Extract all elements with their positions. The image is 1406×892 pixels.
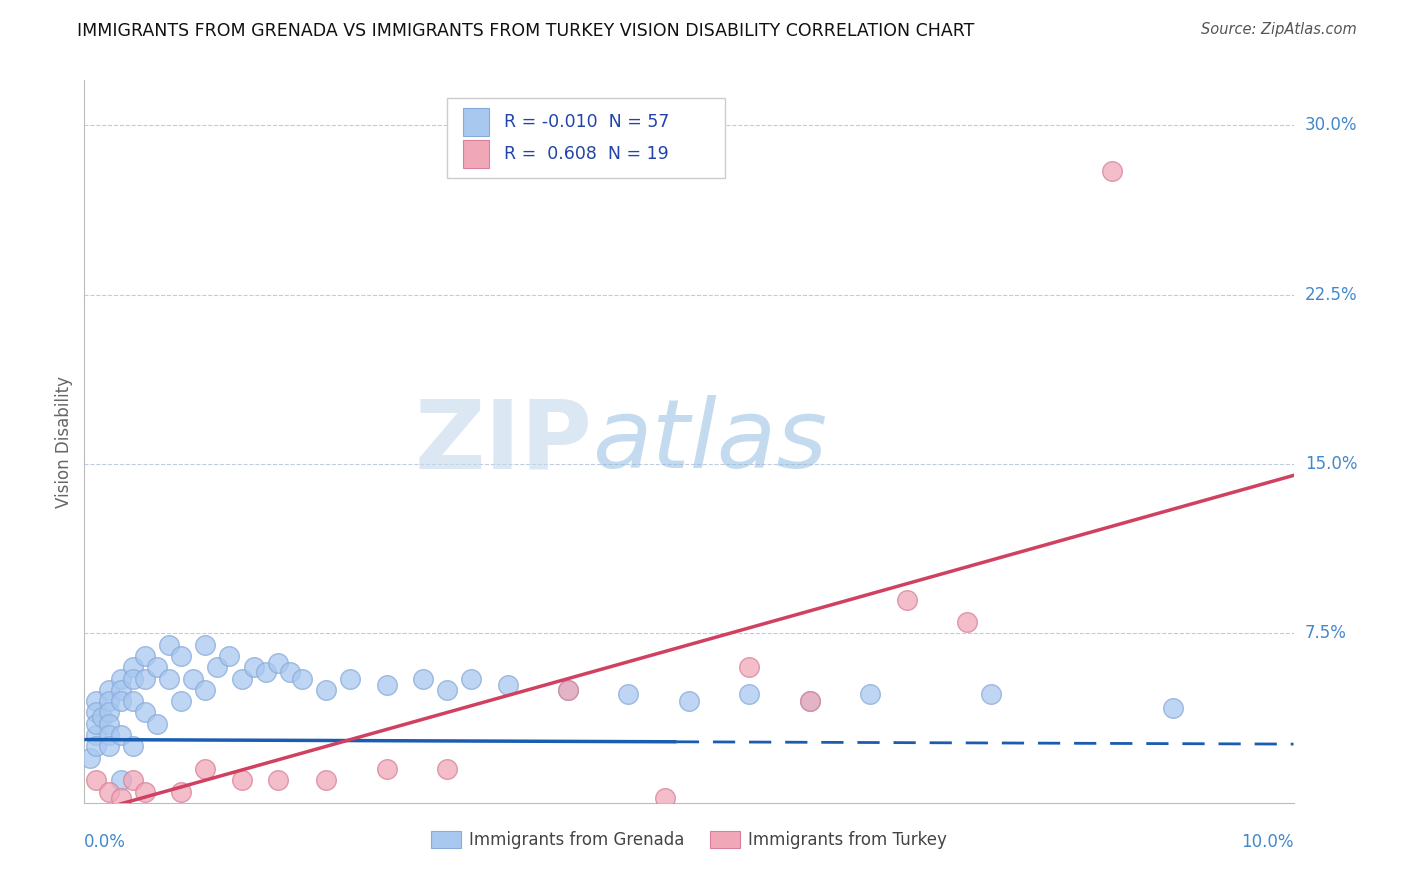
Point — [170, 784, 193, 798]
Point — [110, 682, 132, 697]
Point — [86, 728, 108, 742]
Point — [110, 791, 132, 805]
Point — [436, 682, 458, 697]
Point — [146, 660, 169, 674]
Point — [134, 648, 156, 663]
Point — [157, 672, 180, 686]
Point — [496, 678, 519, 692]
Point — [980, 687, 1002, 701]
Point — [86, 694, 108, 708]
Point — [86, 716, 108, 731]
Point — [799, 694, 821, 708]
Point — [121, 694, 143, 708]
Point — [207, 660, 229, 674]
Point — [146, 716, 169, 731]
Y-axis label: Vision Disability: Vision Disability — [55, 376, 73, 508]
FancyBboxPatch shape — [463, 140, 489, 168]
Point — [654, 791, 676, 805]
Point — [557, 682, 579, 697]
Text: ZIP: ZIP — [415, 395, 592, 488]
Point — [86, 706, 108, 720]
Point — [896, 592, 918, 607]
Point — [97, 728, 120, 742]
Text: 10.0%: 10.0% — [1241, 833, 1294, 851]
Point — [86, 773, 108, 788]
Point — [1101, 163, 1123, 178]
Text: R = -0.010  N = 57: R = -0.010 N = 57 — [503, 113, 669, 131]
Text: IMMIGRANTS FROM GRENADA VS IMMIGRANTS FROM TURKEY VISION DISABILITY CORRELATION : IMMIGRANTS FROM GRENADA VS IMMIGRANTS FR… — [77, 22, 974, 40]
Point — [134, 672, 156, 686]
Point — [375, 762, 398, 776]
Point — [97, 694, 120, 708]
Point — [738, 687, 761, 701]
Legend: Immigrants from Grenada, Immigrants from Turkey: Immigrants from Grenada, Immigrants from… — [425, 824, 953, 856]
Point — [157, 638, 180, 652]
Point — [194, 638, 217, 652]
Point — [97, 706, 120, 720]
Point — [121, 672, 143, 686]
Point — [738, 660, 761, 674]
Point — [194, 682, 217, 697]
Point — [170, 694, 193, 708]
Point — [121, 660, 143, 674]
Point — [1161, 701, 1184, 715]
Point — [110, 728, 132, 742]
Point — [121, 739, 143, 754]
Point — [678, 694, 700, 708]
Point — [436, 762, 458, 776]
Point — [460, 672, 482, 686]
Point — [97, 716, 120, 731]
Text: 7.5%: 7.5% — [1305, 624, 1347, 642]
Point — [97, 784, 120, 798]
Point — [278, 665, 301, 679]
Point — [375, 678, 398, 692]
Point — [231, 672, 253, 686]
Point — [110, 672, 132, 686]
FancyBboxPatch shape — [463, 109, 489, 136]
Point — [181, 672, 204, 686]
Point — [97, 739, 120, 754]
Point — [194, 762, 217, 776]
Point — [267, 656, 290, 670]
Point — [121, 773, 143, 788]
Point — [291, 672, 314, 686]
Point — [91, 710, 114, 724]
Point — [134, 706, 156, 720]
Point — [218, 648, 240, 663]
Point — [110, 773, 132, 788]
Point — [557, 682, 579, 697]
Point — [231, 773, 253, 788]
Point — [97, 682, 120, 697]
Point — [134, 784, 156, 798]
Point — [79, 750, 101, 764]
Point — [267, 773, 290, 788]
Point — [315, 682, 337, 697]
Point — [412, 672, 434, 686]
FancyBboxPatch shape — [447, 98, 725, 178]
Text: 0.0%: 0.0% — [84, 833, 127, 851]
Text: 30.0%: 30.0% — [1305, 117, 1357, 135]
Text: 22.5%: 22.5% — [1305, 285, 1357, 304]
Point — [617, 687, 640, 701]
Text: R =  0.608  N = 19: R = 0.608 N = 19 — [503, 145, 669, 163]
Point — [339, 672, 361, 686]
Point — [86, 739, 108, 754]
Point — [859, 687, 882, 701]
Point — [956, 615, 979, 630]
Point — [254, 665, 277, 679]
Text: 15.0%: 15.0% — [1305, 455, 1357, 473]
Point — [170, 648, 193, 663]
Text: atlas: atlas — [592, 395, 827, 488]
Point — [110, 694, 132, 708]
Point — [315, 773, 337, 788]
Text: Source: ZipAtlas.com: Source: ZipAtlas.com — [1201, 22, 1357, 37]
Point — [799, 694, 821, 708]
Point — [242, 660, 264, 674]
